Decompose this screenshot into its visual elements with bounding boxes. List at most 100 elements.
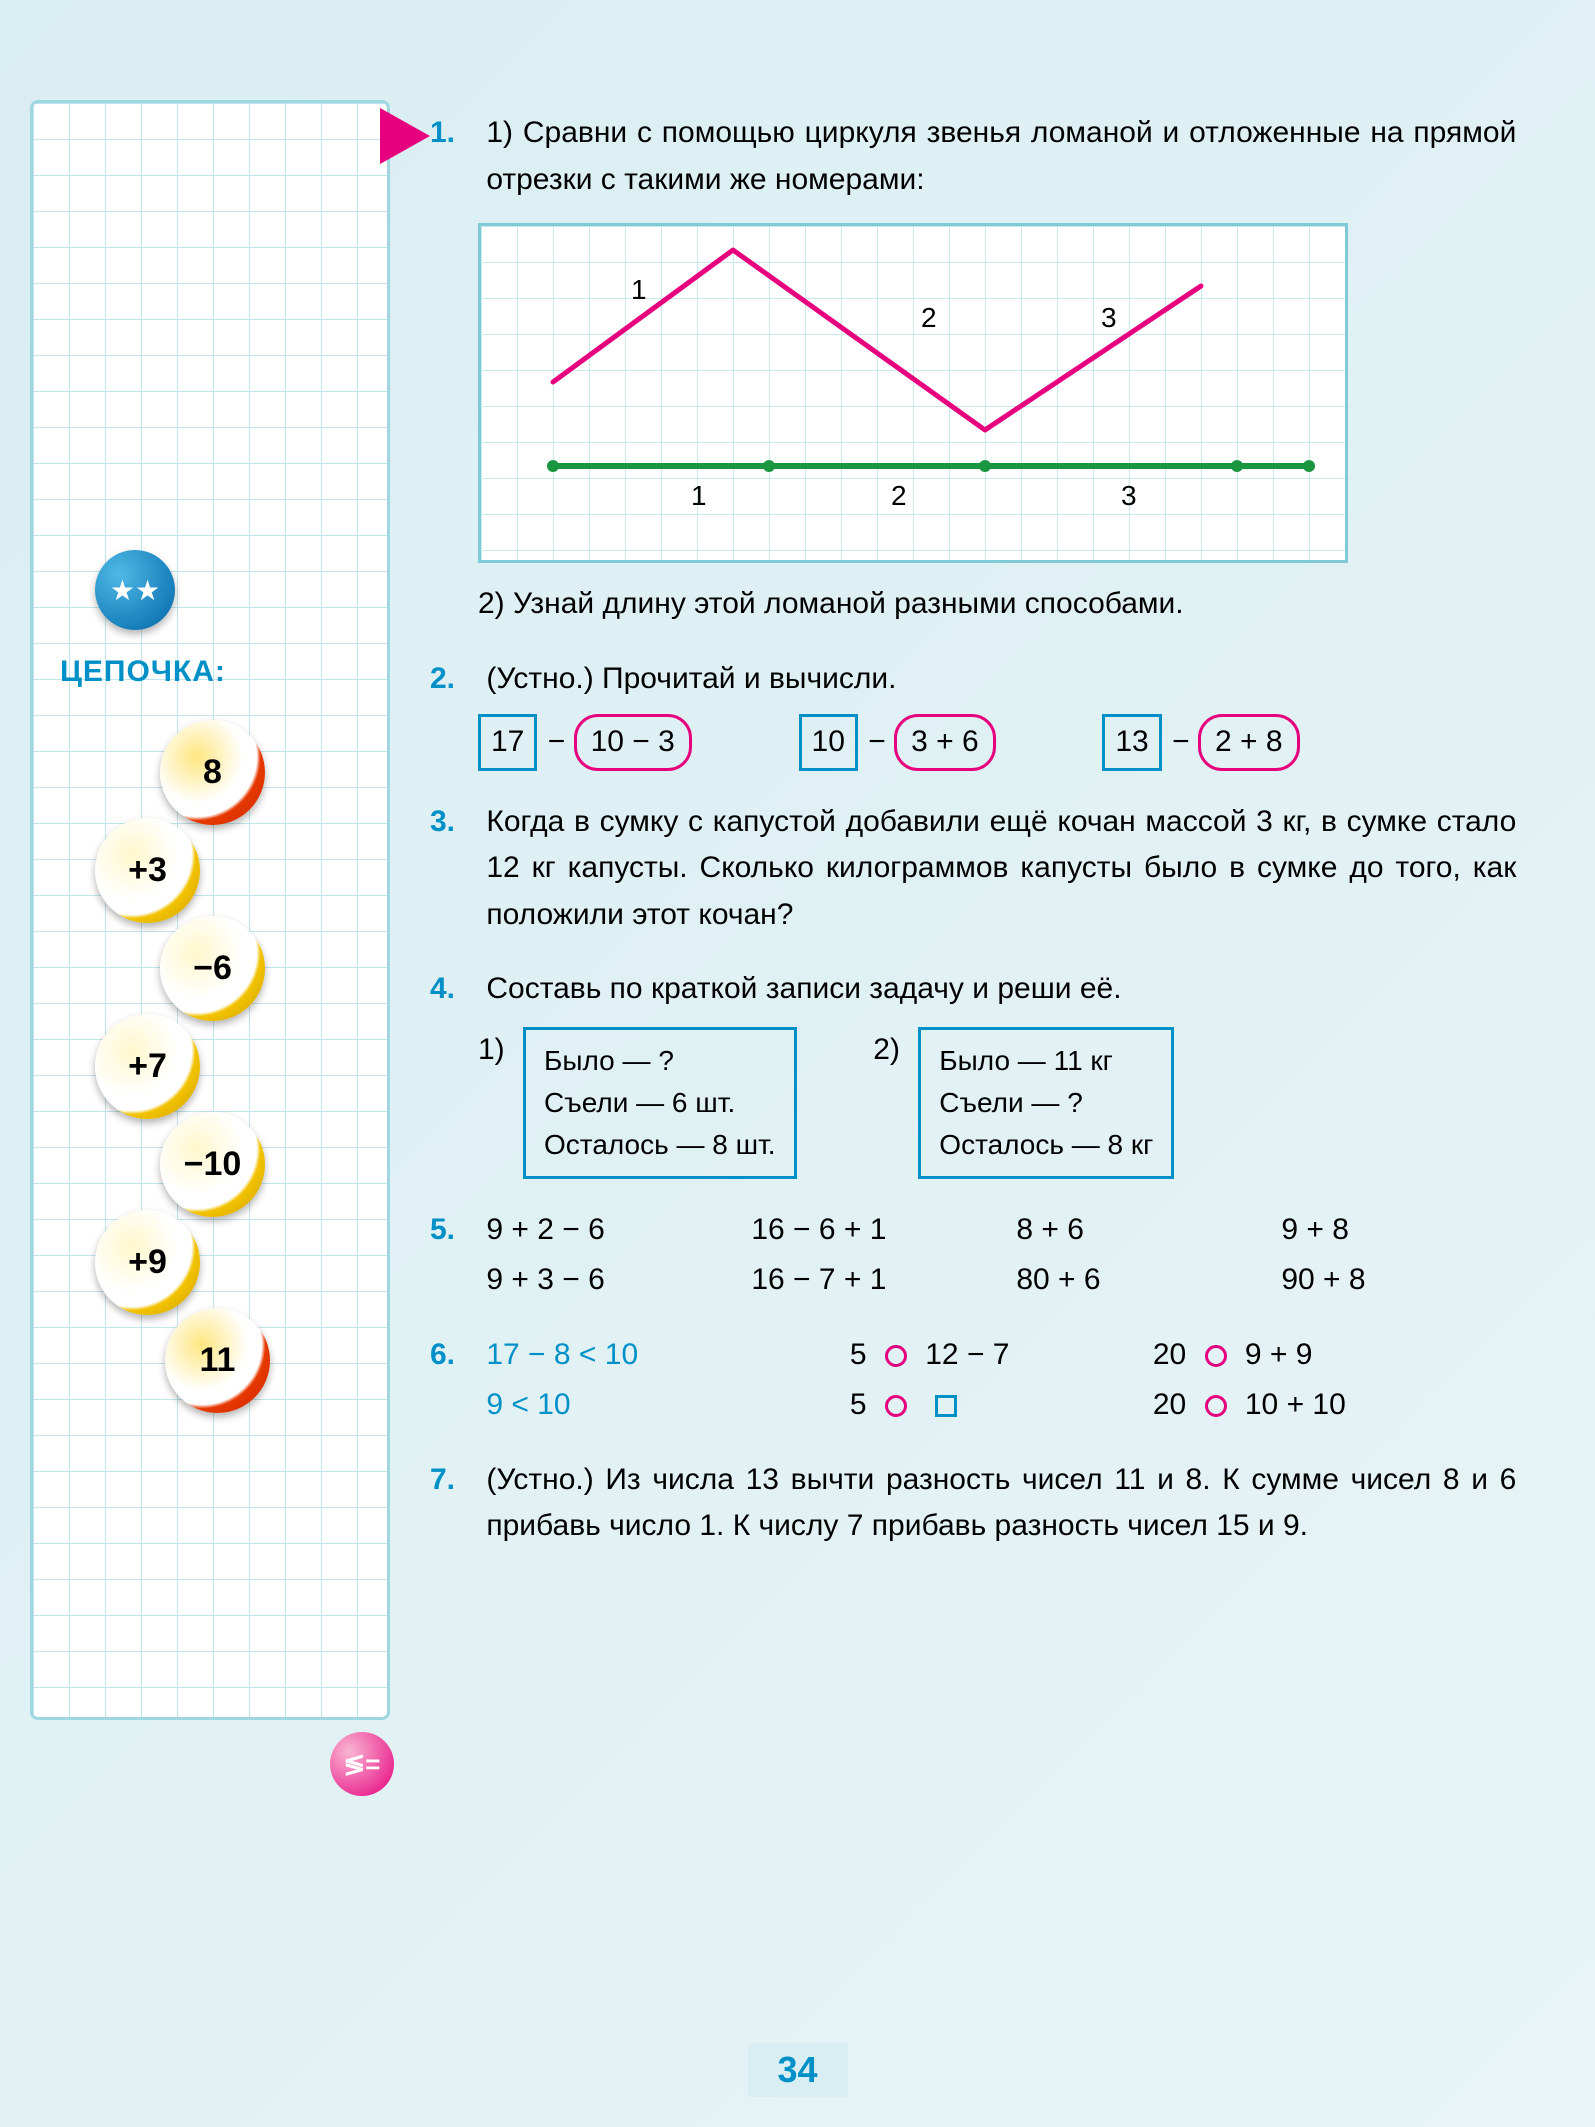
polyline-path [553, 250, 1201, 430]
ex1-chart: 1 2 3 1 2 3 [478, 223, 1348, 563]
chain-coin-6: 11 [165, 1308, 270, 1413]
ex2-oval-1: 3 + 6 [894, 714, 996, 771]
ex6-c3-r1-r: 9 + 9 [1245, 1338, 1313, 1371]
ex1-part1-prefix: 1) [486, 116, 513, 149]
ex3-number: 3. [430, 799, 478, 846]
ex3-text: Когда в сумку с капустой добавили ещё ко… [486, 799, 1516, 939]
ex5-cell: 8 + 6 [1016, 1207, 1251, 1254]
ex6-c2-r1: 5 12 − 7 [850, 1332, 1153, 1379]
ex2-expressions: 17 − 10 − 3 10 − 3 + 6 13 − 2 + 8 [478, 714, 1550, 771]
ex4-box1-label: 1) [478, 1033, 505, 1066]
ex6-c1-r1: 17 − 8 < 10 [486, 1332, 850, 1379]
chain-title: ЦЕПОЧКА: [60, 655, 226, 689]
chain-coin-5: +9 [95, 1210, 200, 1315]
ex5-cell: 9 + 2 − 6 [486, 1207, 721, 1254]
main-content: 1. 1) Сравни с помощью циркуля звенья ло… [430, 110, 1550, 1578]
ex2-op-0: − [548, 725, 566, 758]
exercise-4: 4. Составь по краткой записи задачу и ре… [430, 966, 1550, 1179]
ex1-chart-svg [481, 226, 1351, 566]
ex6-c3-r1-l: 20 [1153, 1338, 1186, 1371]
ex1-part1-text: Сравни с помощью циркуля звенья ломаной … [486, 116, 1516, 196]
ex2-text: (Устно.) Прочитай и вычисли. [486, 656, 1516, 703]
ex2-oval-2: 2 + 8 [1198, 714, 1300, 771]
compare-circle-icon [1205, 1345, 1227, 1367]
page-number: 34 [747, 2043, 847, 2097]
ex2-op-1: − [868, 725, 886, 758]
chain-coin-4: −10 [160, 1112, 265, 1217]
ex5-cell: 80 + 6 [1016, 1257, 1251, 1304]
ex5-cell: 9 + 8 [1281, 1207, 1516, 1254]
ex4-box2-row0: Было — 11 кг [939, 1040, 1153, 1082]
compare-badge-icon: ≶= [330, 1732, 394, 1796]
ex5-cell: 16 − 6 + 1 [751, 1207, 986, 1254]
chart-top-label-3: 3 [1101, 296, 1117, 339]
ex4-box1-row2: Осталось — 8 шт. [544, 1124, 776, 1166]
chart-bot-label-1: 1 [691, 474, 707, 517]
exercise-3: 3. Когда в сумку с капустой добавили ещё… [430, 799, 1550, 939]
chart-top-label-1: 1 [631, 268, 647, 311]
coin-value: 11 [200, 1341, 236, 1380]
ex4-box2-row1: Съели — ? [939, 1082, 1153, 1124]
ex4-box2-row2: Осталось — 8 кг [939, 1124, 1153, 1166]
ex5-number: 5. [430, 1207, 478, 1254]
ex6-c2-r1-r: 12 − 7 [925, 1338, 1009, 1371]
ex2-box-1: 10 [799, 714, 858, 771]
compare-circle-icon [885, 1345, 907, 1367]
ex2-op-2: − [1172, 725, 1190, 758]
ex5-body: 9 + 2 − 6 16 − 6 + 1 8 + 6 9 + 8 9 + 3 −… [486, 1207, 1516, 1304]
stars-badge: ★★ [95, 550, 175, 630]
coin-value: +3 [128, 851, 167, 890]
ex6-c1-r2: 9 < 10 [486, 1382, 850, 1429]
ex5-cell: 9 + 3 − 6 [486, 1257, 721, 1304]
ex6-c2-r1-l: 5 [850, 1338, 867, 1371]
chart-top-label-2: 2 [921, 296, 937, 339]
coin-value: −10 [184, 1145, 242, 1184]
ex4-box-1: Было — ? Съели — 6 шт. Осталось — 8 шт. [523, 1027, 797, 1179]
ex2-box-2: 13 [1102, 714, 1161, 771]
ex6-number: 6. [430, 1332, 478, 1379]
compare-circle-icon [885, 1395, 907, 1417]
ex6-c2-r2-l: 5 [850, 1388, 867, 1421]
ex2-box-0: 17 [478, 714, 537, 771]
stars-icon: ★★ [110, 574, 160, 607]
chain-coin-0: 8 [160, 720, 265, 825]
left-grid-panel [30, 100, 390, 1720]
chart-bot-label-3: 3 [1121, 474, 1137, 517]
coin-value: +7 [128, 1047, 167, 1086]
ex7-text: (Устно.) Из числа 13 вычти разность чисе… [486, 1457, 1516, 1550]
chart-bot-label-2: 2 [891, 474, 907, 517]
pointer-arrow-icon [380, 108, 430, 164]
ex4-box1-row1: Съели — 6 шт. [544, 1082, 776, 1124]
ex2-number: 2. [430, 656, 478, 703]
ex6-c3-r2: 20 10 + 10 [1153, 1382, 1517, 1429]
exercise-5: 5. 9 + 2 − 6 16 − 6 + 1 8 + 6 9 + 8 9 + … [430, 1207, 1550, 1304]
ex4-text: Составь по краткой записи задачу и реши … [486, 966, 1516, 1013]
ex1-part2: 2) Узнай длину этой ломаной разными спос… [478, 581, 1550, 628]
exercise-7: 7. (Устно.) Из числа 13 вычти разность ч… [430, 1457, 1550, 1550]
ex1-number: 1. [430, 110, 478, 157]
coin-value: −6 [193, 949, 232, 988]
compare-circle-icon [1205, 1395, 1227, 1417]
compare-badge-text: ≶= [344, 1749, 381, 1780]
ex6-c3-r1: 20 9 + 9 [1153, 1332, 1517, 1379]
exercise-2: 2. (Устно.) Прочитай и вычисли. 17 − 10 … [430, 656, 1550, 771]
ex6-c3-r2-l: 20 [1153, 1388, 1186, 1421]
ex6-body: 17 − 8 < 10 5 12 − 7 20 9 + 9 9 < 10 5 [486, 1332, 1516, 1429]
ex5-cell: 90 + 8 [1281, 1257, 1516, 1304]
ex4-boxes-row: 1) Было — ? Съели — 6 шт. Осталось — 8 ш… [478, 1027, 1550, 1179]
ex4-box1-row0: Было — ? [544, 1040, 776, 1082]
exercise-1: 1. 1) Сравни с помощью циркуля звенья ло… [430, 110, 1550, 628]
ex4-box-2: Было — 11 кг Съели — ? Осталось — 8 кг [918, 1027, 1174, 1179]
ex2-oval-0: 10 − 3 [574, 714, 692, 771]
chain-coin-2: −6 [160, 916, 265, 1021]
ex6-c3-r2-r: 10 + 10 [1245, 1388, 1346, 1421]
ex4-box2-label: 2) [873, 1033, 900, 1066]
ex1-body: 1) Сравни с помощью циркуля звенья ломан… [486, 110, 1516, 203]
coin-value: 8 [203, 753, 222, 792]
exercise-6: 6. 17 − 8 < 10 5 12 − 7 20 9 + 9 9 < 10 … [430, 1332, 1550, 1429]
ex5-cell: 16 − 7 + 1 [751, 1257, 986, 1304]
ex7-number: 7. [430, 1457, 478, 1504]
chain-coin-1: +3 [95, 818, 200, 923]
ex4-number: 4. [430, 966, 478, 1013]
compare-square-icon [935, 1395, 957, 1417]
